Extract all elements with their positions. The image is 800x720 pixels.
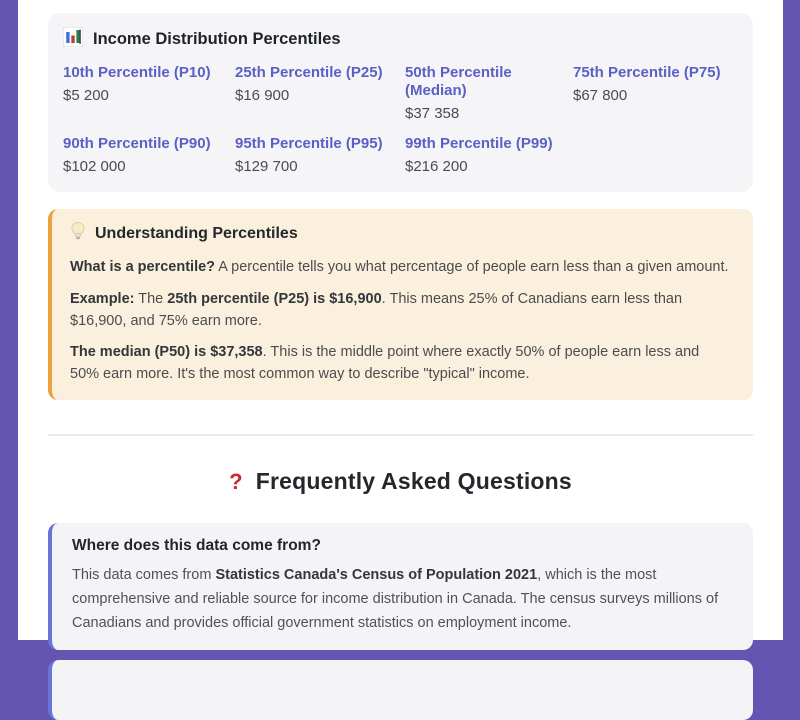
- percentile-label: 75th Percentile (P75): [573, 64, 721, 81]
- percentile-value: $37 358: [405, 105, 460, 122]
- understanding-paragraph-2: Example: The 25th percentile (P25) is $1…: [70, 290, 683, 329]
- percentiles-title: Income Distribution Percentiles: [93, 30, 341, 48]
- percentiles-card: Income Distribution Percentiles 10th Per…: [48, 13, 753, 192]
- percentile-item: 99th Percentile (P99) $216 200: [405, 135, 573, 176]
- understanding-header: Understanding Percentiles: [70, 221, 731, 247]
- percentile-value: $67 800: [573, 87, 628, 104]
- faq-card-partial: [48, 659, 753, 720]
- faq-answer: This data comes from Statistics Canada's…: [72, 566, 719, 631]
- percentile-item: 90th Percentile (P90) $102 000: [63, 135, 235, 176]
- percentile-value: $216 200: [405, 158, 468, 175]
- percentile-label: 10th Percentile (P10): [63, 64, 211, 81]
- percentile-label: 99th Percentile (P99): [405, 135, 553, 152]
- understanding-paragraph-3: The median (P50) is $37,358. This is the…: [70, 344, 700, 382]
- percentiles-card-header: Income Distribution Percentiles: [62, 26, 738, 52]
- faq-question: Where does this data come from?: [72, 536, 321, 554]
- percentiles-grid: 10th Percentile (P10) $5 200 25th Percen…: [63, 64, 738, 176]
- percentile-item: 10th Percentile (P10) $5 200: [63, 64, 235, 123]
- percentile-label: 90th Percentile (P90): [63, 135, 211, 152]
- percentile-item: 75th Percentile (P75) $67 800: [573, 64, 738, 123]
- percentile-value: $129 700: [235, 158, 298, 175]
- percentile-item: 25th Percentile (P25) $16 900: [235, 64, 405, 123]
- percentile-value: $102 000: [63, 158, 126, 175]
- understanding-callout: Understanding Percentiles What is a perc…: [48, 209, 753, 400]
- percentile-label: 95th Percentile (P95): [235, 135, 383, 152]
- understanding-title: Understanding Percentiles: [95, 225, 298, 242]
- question-mark-icon: ?: [229, 468, 243, 494]
- faq-heading-label: Frequently Asked Questions: [255, 467, 572, 494]
- percentile-item: 95th Percentile (P95) $129 700: [235, 135, 405, 176]
- bar-chart-icon: [62, 26, 84, 52]
- content-panel: Income Distribution Percentiles 10th Per…: [18, 0, 783, 720]
- section-divider: [48, 433, 753, 436]
- percentile-value: $5 200: [63, 87, 109, 104]
- percentile-label: 50th Percentile (Median): [405, 64, 512, 99]
- faq-card: Where does this data come from? This dat…: [48, 522, 753, 650]
- understanding-paragraph-1: What is a percentile? A percentile tells…: [70, 259, 729, 275]
- percentile-item: 50th Percentile (Median) $37 358: [405, 64, 573, 123]
- percentile-value: $16 900: [235, 87, 290, 104]
- faq-heading: ? Frequently Asked Questions: [48, 468, 753, 495]
- page-content: Income Distribution Percentiles 10th Per…: [18, 0, 783, 720]
- percentile-label: 25th Percentile (P25): [235, 64, 383, 81]
- lightbulb-icon: [70, 221, 86, 247]
